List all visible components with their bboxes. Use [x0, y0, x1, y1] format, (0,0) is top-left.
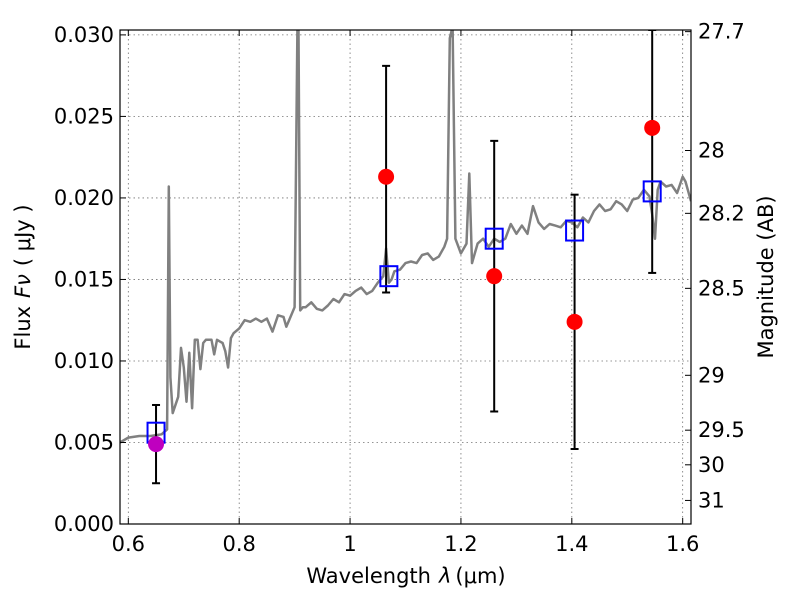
x-tick-label: 0.8 — [222, 532, 255, 556]
errorbar — [648, 30, 657, 274]
model-square-marker — [565, 219, 585, 242]
x-tick-label: 0.6 — [112, 532, 145, 556]
model-square-marker — [379, 265, 399, 288]
mag-tick-label: 29.5 — [698, 418, 745, 442]
observed-red-point — [644, 119, 661, 136]
y-axis-label: FluxFν( μJy ) — [11, 204, 35, 349]
observed-red-point — [486, 268, 503, 285]
y-tick-label: 0.025 — [54, 104, 114, 128]
observed-red-point — [378, 168, 395, 185]
plot-area — [120, 30, 691, 485]
x-axis-label: Wavelength λ (μm) — [306, 564, 505, 588]
observed-red-point — [566, 313, 583, 330]
model-square-marker — [484, 227, 504, 250]
mag-tick-label: 28.5 — [698, 276, 745, 300]
x-tick-label: 1.2 — [444, 532, 477, 556]
mag-tick-label: 27.7 — [698, 20, 745, 44]
x-tick-label: 1.4 — [555, 532, 588, 556]
x-tick-label: 1.6 — [666, 532, 699, 556]
y-tick-label: 0.015 — [54, 267, 114, 291]
mag-tick-label: 28 — [698, 139, 725, 163]
mag-tick-label: 31 — [698, 488, 725, 512]
mag-tick-label: 29 — [698, 363, 725, 387]
mag-tick-label: 30 — [698, 453, 725, 477]
mag-tick-label: 28.2 — [698, 201, 745, 225]
y-tick-label: 0.010 — [54, 349, 114, 373]
y-tick-label: 0.000 — [54, 512, 114, 536]
right-axis-label: Magnitude (AB) — [754, 195, 778, 358]
x-tick-label: 1 — [343, 532, 356, 556]
y-tick-label: 0.030 — [54, 23, 114, 47]
model-square-marker — [642, 180, 662, 203]
plot-frame — [119, 29, 692, 525]
observed-magenta-point — [148, 436, 165, 453]
y-tick-label: 0.020 — [54, 186, 114, 210]
axis-ticks: 0.6 0.8 1 1.2 1.4 1.6 0.000 0.005 0.010 0.015 0.02… — [54, 20, 745, 556]
y-tick-label: 0.005 — [54, 430, 114, 454]
